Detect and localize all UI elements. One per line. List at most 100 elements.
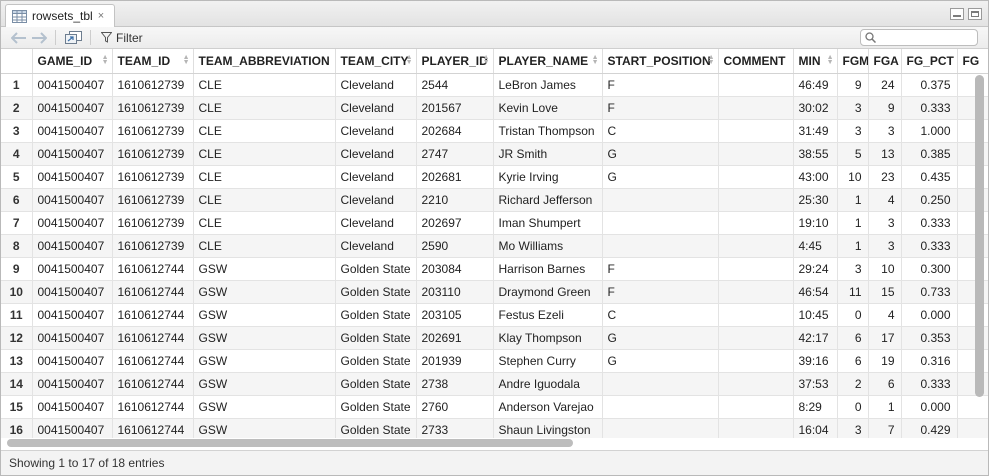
table-cell: 0.385 <box>901 142 958 166</box>
tab-rowsets-tbl[interactable]: rowsets_tbl × <box>5 4 115 27</box>
table-row[interactable]: 8 0041500407 1610612739 CLE Cleveland 2590 Mo … <box>1 234 988 258</box>
table-cell: 0041500407 <box>32 234 113 258</box>
close-tab-icon[interactable]: × <box>97 10 105 22</box>
table-cell: 46:49 <box>793 73 838 97</box>
col-header-min[interactable]: MIN ▲ ▼ <box>793 49 838 74</box>
table-cell: 202684 <box>416 119 494 143</box>
table-cell: 0041500407 <box>32 349 113 373</box>
table-cell: 2760 <box>416 395 494 419</box>
minimize-button[interactable] <box>950 8 964 20</box>
table-cell: Iman Shumpert <box>493 211 603 235</box>
table-cell: Klay Thompson <box>493 326 603 350</box>
table-cell: 0 <box>837 303 869 327</box>
row-number: 13 <box>1 349 33 373</box>
entries-info: Showing 1 to 17 of 18 entries <box>9 456 165 470</box>
row-number: 12 <box>1 326 33 350</box>
col-header-fg-pct[interactable]: FG_PCT <box>901 49 958 74</box>
table-row[interactable]: 13 0041500407 1610612744 GSW Golden State 201… <box>1 349 988 373</box>
table-cell: F <box>602 280 719 304</box>
table-cell <box>602 418 719 438</box>
table-row[interactable]: 7 0041500407 1610612739 CLE Cleveland 202697 I… <box>1 211 988 235</box>
table-row[interactable]: 9 0041500407 1610612744 GSW Golden State 2030… <box>1 257 988 281</box>
table-cell: CLE <box>193 234 336 258</box>
table-cell: 10:45 <box>793 303 838 327</box>
table-cell: F <box>602 73 719 97</box>
table-cell <box>957 395 988 419</box>
table-cell <box>718 395 794 419</box>
table-row[interactable]: 5 0041500407 1610612739 CLE Cleveland 202681 K… <box>1 165 988 189</box>
col-header-comment[interactable]: COMMENT <box>718 49 794 74</box>
tab-title: rowsets_tbl <box>32 9 93 23</box>
table-row[interactable]: 3 0041500407 1610612739 CLE Cleveland 202684 T… <box>1 119 988 143</box>
table-cell: 2544 <box>416 73 494 97</box>
table-cell <box>718 73 794 97</box>
table-cell <box>602 395 719 419</box>
table-row[interactable]: 15 0041500407 1610612744 GSW Golden State 276… <box>1 395 988 419</box>
table-cell: Mo Williams <box>493 234 603 258</box>
table-cell: 0041500407 <box>32 280 113 304</box>
table-cell: 1610612744 <box>112 280 194 304</box>
sort-icon: ▲ ▼ <box>182 54 190 66</box>
table-cell: 0041500407 <box>32 119 113 143</box>
col-header-player-id[interactable]: PLAYER_ID ▲ ▼ <box>416 49 494 74</box>
table-cell: CLE <box>193 73 336 97</box>
table-cell <box>718 119 794 143</box>
popout-icon[interactable] <box>62 29 84 47</box>
filter-icon <box>101 32 112 43</box>
table-row[interactable]: 14 0041500407 1610612744 GSW Golden State 273… <box>1 372 988 396</box>
maximize-button[interactable] <box>968 8 982 20</box>
table-row[interactable]: 16 0041500407 1610612744 GSW Golden State 273… <box>1 418 988 438</box>
table-row[interactable]: 1 0041500407 1610612739 CLE Cleveland 2544 LeB… <box>1 73 988 97</box>
table-cell: Harrison Barnes <box>493 257 603 281</box>
col-header-start-position[interactable]: START_POSITION ▲ ▼ <box>602 49 719 74</box>
table-cell: 0.333 <box>901 372 958 396</box>
table-cell: 10 <box>837 165 869 189</box>
table-cell: 0 <box>837 395 869 419</box>
vertical-scrollbar[interactable] <box>975 75 984 397</box>
table-cell: 2747 <box>416 142 494 166</box>
table-row[interactable]: 6 0041500407 1610612739 CLE Cleveland 2210 Ric… <box>1 188 988 212</box>
table-cell: 1610612744 <box>112 257 194 281</box>
col-header-fgm[interactable]: FGM <box>837 49 869 74</box>
table-cell: 37:53 <box>793 372 838 396</box>
table-cell: Cleveland <box>335 188 417 212</box>
table-cell <box>718 326 794 350</box>
row-number: 11 <box>1 303 33 327</box>
forward-arrow-icon[interactable] <box>29 29 49 47</box>
horizontal-scrollbar[interactable] <box>7 439 573 447</box>
table-cell: 1 <box>868 395 902 419</box>
filter-button[interactable]: Filter <box>97 29 147 47</box>
table-cell: 1 <box>837 211 869 235</box>
table-cell: CLE <box>193 142 336 166</box>
table-row[interactable]: 11 0041500407 1610612744 GSW Golden State 203… <box>1 303 988 327</box>
table-cell <box>718 303 794 327</box>
table-cell: 1 <box>837 188 869 212</box>
col-header-fg-cut[interactable]: FG <box>957 49 988 74</box>
table-cell: 203105 <box>416 303 494 327</box>
search-input[interactable] <box>879 31 969 44</box>
row-number: 7 <box>1 211 33 235</box>
table-cell: Draymond Green <box>493 280 603 304</box>
table-row[interactable]: 2 0041500407 1610612739 CLE Cleveland 201567 K… <box>1 96 988 120</box>
table-cell: 10 <box>868 257 902 281</box>
col-header-team-abbreviation[interactable]: TEAM_ABBREVIATION <box>193 49 336 74</box>
col-header-team-city[interactable]: TEAM_CITY ▲ ▼ <box>335 49 417 74</box>
col-header-player-name[interactable]: PLAYER_NAME ▲ ▼ <box>493 49 603 74</box>
col-header-fga[interactable]: FGA <box>868 49 902 74</box>
back-arrow-icon[interactable] <box>9 29 29 47</box>
table-cell <box>718 372 794 396</box>
col-header-game-id[interactable]: GAME_ID ▲ ▼ <box>32 49 113 74</box>
table-cell: Golden State <box>335 418 417 438</box>
col-header-team-id[interactable]: TEAM_ID ▲ ▼ <box>112 49 194 74</box>
search-field[interactable] <box>860 29 978 46</box>
toolbar-separator <box>90 30 91 45</box>
table-row[interactable]: 12 0041500407 1610612744 GSW Golden State 202… <box>1 326 988 350</box>
table-cell: GSW <box>193 349 336 373</box>
sort-icon: ▲ ▼ <box>482 54 490 66</box>
table-cell: 31:49 <box>793 119 838 143</box>
table-cell: GSW <box>193 280 336 304</box>
table-cell: 30:02 <box>793 96 838 120</box>
table-row[interactable]: 10 0041500407 1610612744 GSW Golden State 203… <box>1 280 988 304</box>
table-row[interactable]: 4 0041500407 1610612739 CLE Cleveland 2747 JR … <box>1 142 988 166</box>
table-cell: 0.429 <box>901 418 958 438</box>
